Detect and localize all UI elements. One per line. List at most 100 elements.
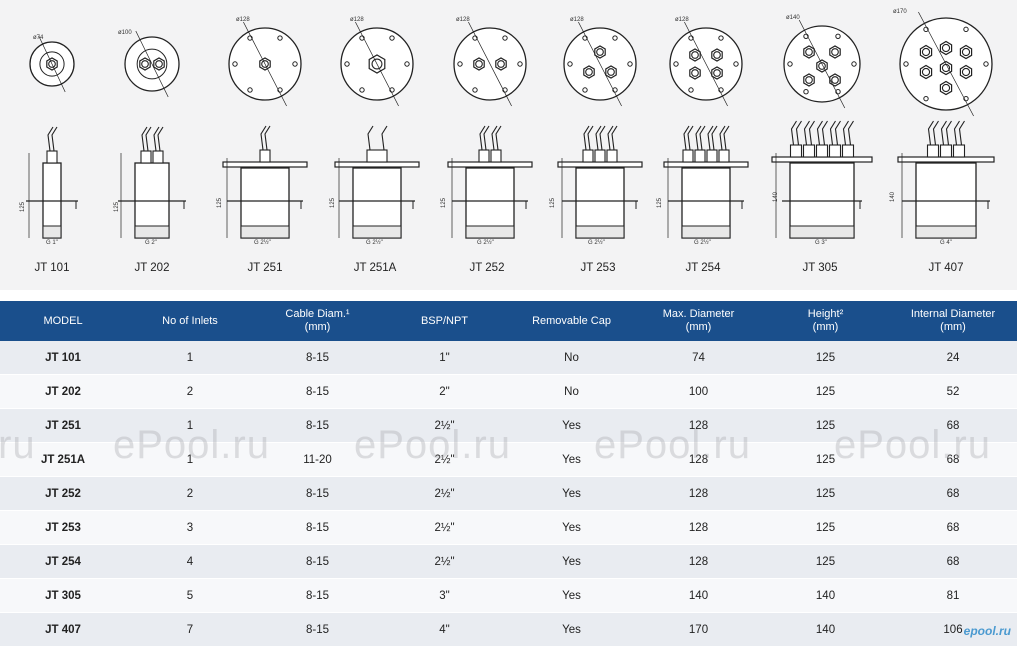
cell-model: JT 254 <box>0 544 126 579</box>
bolt-hole <box>359 87 365 93</box>
cable-gland <box>594 149 606 163</box>
cell-maxd: 128 <box>635 544 762 579</box>
gland-hole <box>596 48 604 56</box>
cell-cap: Yes <box>508 442 635 477</box>
bolt-hole <box>389 35 395 41</box>
thread-section <box>681 225 731 239</box>
table-row: JT 305 5 8-15 3" Yes 140 140 81 <box>0 578 1017 613</box>
cell-inlets: 2 <box>126 476 254 511</box>
cover-plate <box>334 161 420 168</box>
drawing-label-jt251: JT 251 <box>247 262 283 274</box>
cover-plate <box>897 156 995 163</box>
gland-hole <box>921 47 931 57</box>
thread-section <box>789 225 855 239</box>
drawing-label-jt253: JT 253 <box>580 262 616 274</box>
cell-cap: Yes <box>508 476 635 511</box>
cable <box>47 126 58 152</box>
cable <box>953 120 965 146</box>
diameter-label: ø140 <box>786 15 800 21</box>
cable <box>842 120 854 146</box>
table-row: JT 407 7 8-15 4" Yes 170 140 106 <box>0 612 1017 647</box>
drawing-label-jt251a: JT 251A <box>353 262 397 274</box>
cable-gland <box>259 149 271 163</box>
bolt-hole <box>673 61 679 67</box>
cell-inlets: 1 <box>126 442 254 477</box>
header-unit: (mm) <box>685 321 712 333</box>
corner-watermark: epool.ru <box>963 624 1011 638</box>
cover-plate <box>557 161 643 168</box>
bolt-hole <box>688 87 694 93</box>
thread-section <box>465 225 515 239</box>
thread-label: G 2½" <box>694 240 711 246</box>
cable-gland <box>802 144 816 158</box>
cell-cable: 8-15 <box>254 374 381 409</box>
thread-section <box>42 225 62 239</box>
header-unit: (mm) <box>304 321 331 333</box>
cover-plate <box>771 156 873 163</box>
cell-model: JT 407 <box>0 612 126 647</box>
col-max-diameter: Max. Diameter (mm) <box>635 301 762 341</box>
cable-gland <box>606 149 618 163</box>
cell-cap: Yes <box>508 544 635 579</box>
thread-label: G 2½" <box>366 240 383 246</box>
diameter-label: ø170 <box>893 9 907 15</box>
gland-hole <box>961 67 971 77</box>
cell-inlets: 5 <box>126 578 254 613</box>
cable-gland <box>828 144 842 158</box>
height-label: 140 <box>773 191 779 202</box>
gland-hole <box>141 60 149 68</box>
cell-maxd: 74 <box>635 341 762 375</box>
bolt-hole <box>277 35 283 41</box>
cell-height: 125 <box>762 544 889 579</box>
table-row: JT 251A 1 11-20 2½" Yes 128 125 68 <box>0 442 1017 477</box>
cell-maxd: 100 <box>635 374 762 409</box>
diameter-label: ø100 <box>118 30 132 36</box>
height-label: 125 <box>217 197 223 208</box>
thread-section <box>575 225 625 239</box>
cell-inlets: 3 <box>126 510 254 545</box>
cell-bsp: 2" <box>381 374 508 409</box>
drawing-label-jt252: JT 252 <box>469 262 505 274</box>
cell-intd: 106 <box>889 612 1017 647</box>
cable-gland <box>682 149 694 163</box>
diameter-label: ø128 <box>570 17 584 23</box>
cell-cap: No <box>508 374 635 409</box>
diameter-label: ø128 <box>350 17 364 23</box>
cable <box>695 125 706 151</box>
cell-cable: 8-15 <box>254 510 381 545</box>
bolt-hole <box>963 26 969 33</box>
cell-height: 125 <box>762 442 889 477</box>
cell-cap: Yes <box>508 578 635 613</box>
height-label: 125 <box>20 201 26 212</box>
cell-maxd: 128 <box>635 510 762 545</box>
cell-cap: Yes <box>508 612 635 647</box>
diameter-line <box>468 21 512 107</box>
bolt-hole <box>517 61 523 67</box>
table-row: JT 251 1 8-15 2½" Yes 128 125 68 <box>0 408 1017 443</box>
cable-gland <box>789 144 803 158</box>
drawing-label-jt254: JT 254 <box>685 262 721 274</box>
gland-hole <box>941 43 951 53</box>
gland-hole <box>805 48 813 56</box>
cell-bsp: 2½" <box>381 442 508 477</box>
col-internal-diameter: Internal Diameter (mm) <box>889 301 1017 341</box>
cell-cap: Yes <box>508 408 635 443</box>
bolt-hole <box>787 61 793 67</box>
cell-model: JT 305 <box>0 578 126 613</box>
cable-gland <box>478 149 490 163</box>
cable-gland <box>46 150 58 164</box>
gland-hole <box>691 51 699 59</box>
cable <box>816 120 828 146</box>
bolt-hole <box>718 35 724 41</box>
thread-label: G 1" <box>46 240 58 246</box>
col-model: MODEL <box>0 301 126 341</box>
diameter-label: ø128 <box>236 17 250 23</box>
cable <box>940 120 952 146</box>
cable-gland <box>140 150 152 164</box>
thread-label: G 2½" <box>254 240 271 246</box>
drawing-label-jt305: JT 305 <box>802 262 838 274</box>
thread-section <box>915 225 977 239</box>
gland-hole <box>941 83 951 93</box>
gland-hole <box>713 69 721 77</box>
drawing-label-jt202: JT 202 <box>134 262 170 274</box>
